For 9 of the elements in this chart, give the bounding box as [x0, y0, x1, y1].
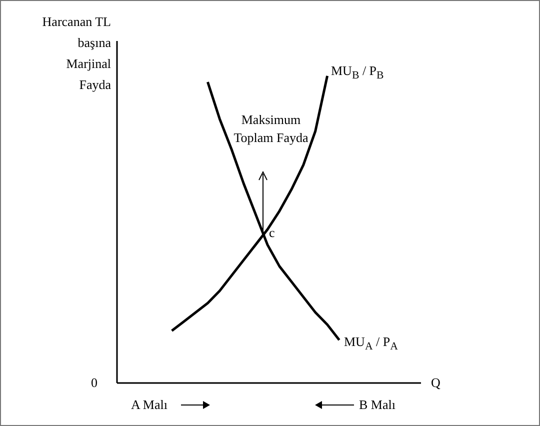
series-label: MU$_{B}$ / P$_{B}$ [331, 63, 384, 82]
text: A Malı [131, 397, 168, 413]
text: Q [431, 375, 440, 391]
annotation: c [269, 225, 275, 241]
y-axis-title: Harcanan TL başına Marjinal Fayda [41, 13, 111, 94]
text: 0 [91, 375, 98, 391]
series-label: MU$_{A}$ / P$_{A}$ [344, 334, 398, 353]
annotation: Maksimum Toplam Fayda [232, 111, 310, 147]
text: B Malı [359, 397, 396, 413]
